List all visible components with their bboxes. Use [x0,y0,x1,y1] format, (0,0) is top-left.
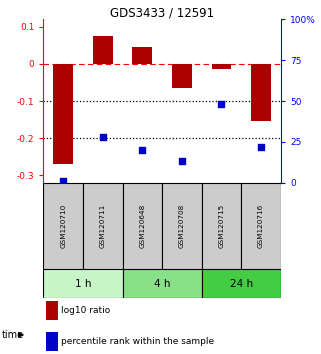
Point [140,147,145,153]
Text: time: time [2,330,24,339]
Bar [43,269,123,298]
Bar [132,47,152,64]
Text: 4 h: 4 h [154,279,170,289]
Bar [212,64,231,69]
Bar [123,269,202,298]
Text: ▶: ▶ [18,330,24,339]
Title: GDS3433 / 12591: GDS3433 / 12591 [110,6,214,19]
Bar [123,183,162,269]
Bar [202,183,241,269]
Point [61,178,66,184]
Bar [93,36,113,64]
Text: GSM120711: GSM120711 [100,204,106,248]
Text: 1 h: 1 h [75,279,91,289]
Text: GSM120708: GSM120708 [179,204,185,248]
Bar [43,183,83,269]
Bar [162,183,202,269]
Bar [241,183,281,269]
Bar [46,332,57,351]
Text: GSM120648: GSM120648 [139,204,145,248]
Text: 24 h: 24 h [230,279,253,289]
Point [219,102,224,107]
Point [258,144,264,150]
Point [179,159,185,164]
Text: log10 ratio: log10 ratio [61,306,110,315]
Bar [46,301,57,320]
Text: GSM120710: GSM120710 [60,204,66,248]
Text: percentile rank within the sample: percentile rank within the sample [61,337,214,346]
Bar [202,269,281,298]
Text: GSM120716: GSM120716 [258,204,264,248]
Bar [172,64,192,88]
Bar [53,64,73,164]
Text: GSM120715: GSM120715 [219,204,224,248]
Bar [83,183,123,269]
Bar [251,64,271,121]
Point [100,134,105,140]
